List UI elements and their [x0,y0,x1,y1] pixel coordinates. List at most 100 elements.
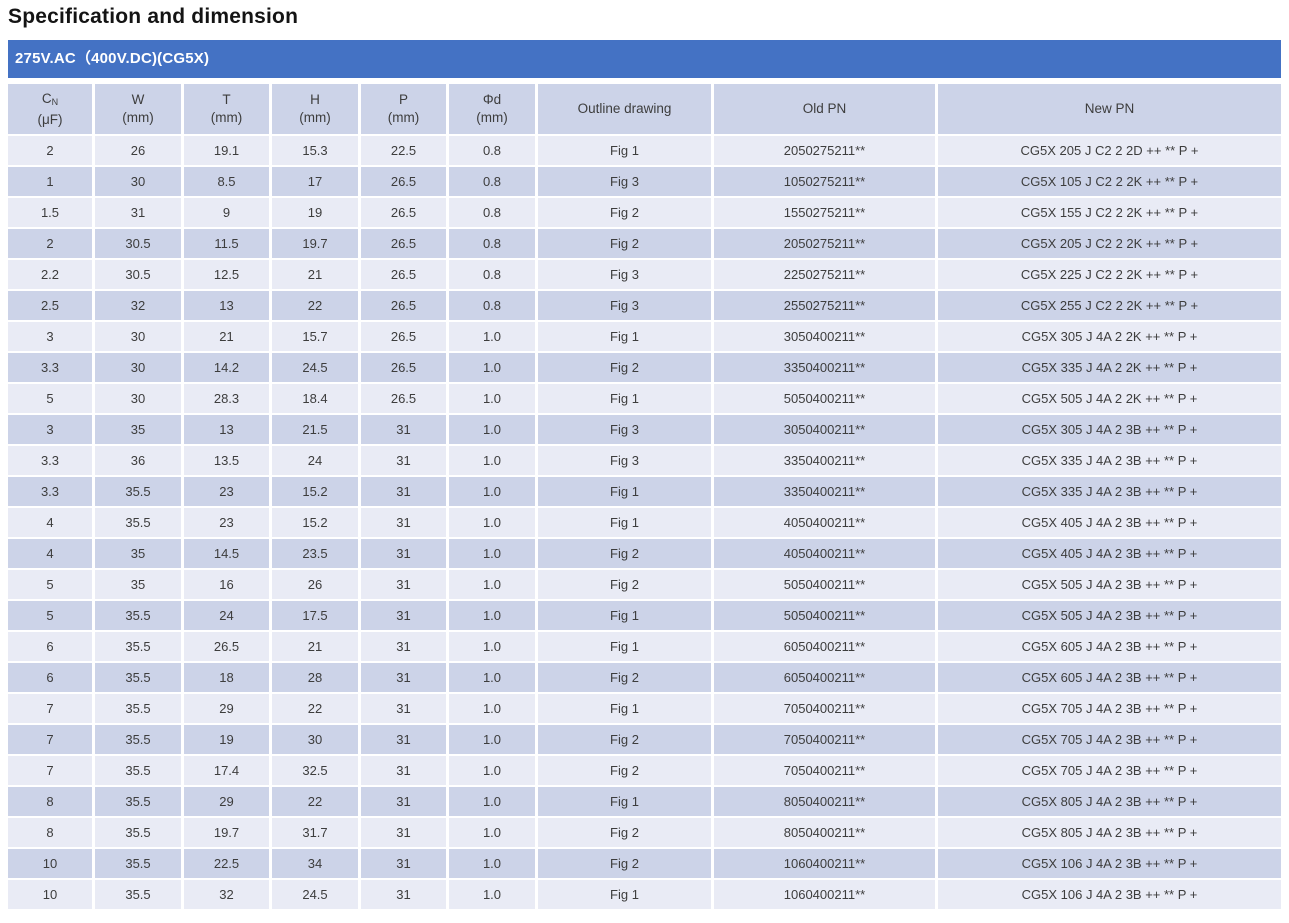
cell: 2050275211** [714,229,938,260]
cell: 7 [8,725,95,756]
cell: 19 [184,725,272,756]
cell: 19.7 [272,229,361,260]
cell: 31 [361,880,449,911]
table-row: 6 35.5 26.5 21 31 1.0 Fig 1 6050400211** CG5X 60… [8,632,1281,663]
column-label: H [310,92,320,107]
cell: 14.5 [184,539,272,570]
cell: 1.0 [449,477,538,508]
cell: 22 [272,694,361,725]
cell: 35.5 [95,756,184,787]
cell: 5050400211** [714,384,938,415]
cell: 26.5 [361,322,449,353]
cell: 31 [361,632,449,663]
cell: 13 [184,415,272,446]
cell: 26.5 [184,632,272,663]
cell: Fig 3 [538,446,714,477]
cell: 5 [8,384,95,415]
specification-table: CN (μF) W (mm) T (mm) H (mm) P (mm) [8,84,1281,911]
cell: 29 [184,694,272,725]
cell: 6 [8,663,95,694]
cell: 2250275211** [714,260,938,291]
cell: 15.7 [272,322,361,353]
cell: 21 [184,322,272,353]
cell: 24.5 [272,880,361,911]
cell: 30.5 [95,229,184,260]
column-unit: (mm) [476,110,508,125]
cell: 32 [95,291,184,322]
column-header-w: W (mm) [95,84,184,136]
voltage-group-header: 275V.AC（400V.DC)(CG5X) [8,40,1281,78]
table-row: 2 30.5 11.5 19.7 26.5 0.8 Fig 2 2050275211** CG5… [8,229,1281,260]
cell: 35.5 [95,632,184,663]
column-header-phi-d: Φd (mm) [449,84,538,136]
cell: CG5X 205 J C2 2 2D ++ ** P + [938,136,1281,167]
cell: Fig 3 [538,291,714,322]
cell: Fig 2 [538,818,714,849]
cell: 26.5 [361,353,449,384]
cell: 24 [272,446,361,477]
cell: Fig 2 [538,756,714,787]
cell: 1050275211** [714,167,938,198]
cell: CG5X 205 J C2 2 2K ++ ** P + [938,229,1281,260]
cell: 7 [8,694,95,725]
cell: 4050400211** [714,508,938,539]
cell: 30 [95,167,184,198]
cell: 3 [8,415,95,446]
cell: 0.8 [449,291,538,322]
cell: 31 [361,849,449,880]
cell: 7050400211** [714,756,938,787]
cell: 1.0 [449,601,538,632]
cell: 30 [272,725,361,756]
cell: 31.7 [272,818,361,849]
cell: CG5X 505 J 4A 2 2K ++ ** P + [938,384,1281,415]
column-unit: (mm) [210,110,243,125]
cell: CG5X 505 J 4A 2 3B ++ ** P + [938,601,1281,632]
column-header-old-pn: Old PN [714,84,938,136]
column-label: W [131,92,145,107]
cell: 31 [361,601,449,632]
cell: 1.0 [449,880,538,911]
cell: 17 [272,167,361,198]
cell: CG5X 255 J C2 2 2K ++ ** P + [938,291,1281,322]
cell: 4050400211** [714,539,938,570]
cell: 9 [184,198,272,229]
cell: 31 [361,539,449,570]
cell: 0.8 [449,260,538,291]
cell: Fig 2 [538,353,714,384]
table-row: 4 35 14.5 23.5 31 1.0 Fig 2 4050400211** CG5X 40… [8,539,1281,570]
table-row: 4 35.5 23 15.2 31 1.0 Fig 1 4050400211** CG5X 40… [8,508,1281,539]
cell: 26.5 [361,260,449,291]
cell: 15.2 [272,477,361,508]
cell: CG5X 505 J 4A 2 3B ++ ** P + [938,570,1281,601]
cell: 26 [95,136,184,167]
cell: Fig 2 [538,725,714,756]
cell: 1.0 [449,322,538,353]
page-title: Specification and dimension [8,5,299,28]
cell: CG5X 705 J 4A 2 3B ++ ** P + [938,694,1281,725]
cell: 35.5 [95,601,184,632]
cell: 26.5 [361,229,449,260]
cell: 35.5 [95,508,184,539]
cell: 31 [361,725,449,756]
cell: 4 [8,539,95,570]
cell: 10 [8,849,95,880]
cell: 26 [272,570,361,601]
cell: 15.2 [272,508,361,539]
column-unit: (mm) [299,110,331,125]
cell: 1.0 [449,446,538,477]
cell: 19 [272,198,361,229]
column-unit: (mm) [122,110,154,125]
cell: 19.7 [184,818,272,849]
cell: CG5X 705 J 4A 2 3B ++ ** P + [938,725,1281,756]
cell: CG5X 405 J 4A 2 3B ++ ** P + [938,539,1281,570]
table-row: 2.2 30.5 12.5 21 26.5 0.8 Fig 3 2250275211** CG5… [8,260,1281,291]
cell: 28 [272,663,361,694]
cell: 31 [361,415,449,446]
cell: 19.1 [184,136,272,167]
cell: 3350400211** [714,446,938,477]
cell: CG5X 405 J 4A 2 3B ++ ** P + [938,508,1281,539]
cell: Fig 2 [538,849,714,880]
cell: 0.8 [449,198,538,229]
cell: Fig 1 [538,322,714,353]
